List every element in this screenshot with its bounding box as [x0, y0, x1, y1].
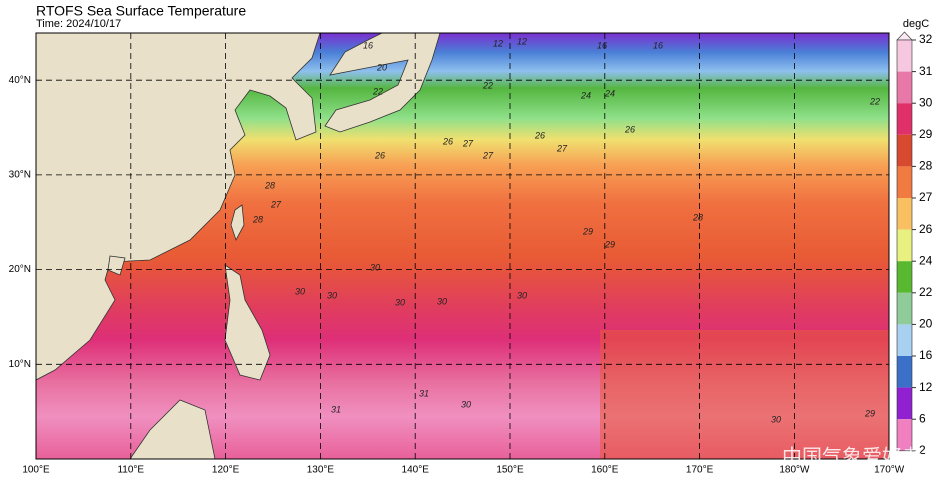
- lon-tick-label: 100°E: [22, 465, 50, 476]
- contour-label: 16: [653, 40, 663, 50]
- colorbar-segment: [897, 71, 912, 104]
- contour-label: 26: [374, 150, 385, 160]
- colorbar-tick-label: 27: [919, 190, 933, 204]
- contour-labels: 16 20 22 12 12 16 16 22 24 24 22 26 26 27 27 26 27 26 28 27…: [252, 36, 880, 424]
- contour-label: 29: [604, 239, 615, 249]
- colorbar-segment: [897, 166, 912, 198]
- contour-label: 12: [517, 36, 527, 46]
- colorbar-segment: [897, 134, 912, 167]
- watermark: 中国气象爱好者: [782, 445, 922, 468]
- colorbar-segment: [897, 356, 912, 388]
- contour-label: 29: [582, 226, 593, 236]
- contour-label: 29: [864, 408, 875, 418]
- colorbar-segment: [897, 324, 912, 356]
- lon-tick-label: 140°E: [402, 465, 430, 476]
- contour-label: 22: [869, 96, 880, 106]
- contour-label: 27: [270, 199, 282, 209]
- colorbar-segment: [897, 292, 912, 325]
- contour-label: 30: [370, 262, 380, 272]
- contour-label: 20: [376, 62, 387, 72]
- contour-label: 22: [372, 86, 383, 96]
- colorbar: 32 31 30 29 28 27 26 24 22 20 16 12 6 2: [896, 31, 933, 457]
- contour-label: 27: [462, 138, 474, 148]
- colorbar-tick-label: 31: [919, 64, 933, 78]
- colorbar-segment: [897, 261, 912, 293]
- colorbar-segment: [897, 40, 912, 72]
- colorbar-tick-label: 30: [919, 95, 933, 109]
- title: RTOFS Sea Surface Temperature: [36, 3, 246, 19]
- colorbar-cap: [896, 31, 913, 41]
- contour-label: 26: [624, 124, 635, 134]
- lon-tick-label: 180°W: [779, 465, 810, 476]
- time-label: Time: 2024/10/17: [36, 18, 121, 30]
- contour-label: 30: [771, 414, 781, 424]
- contour-label: 24: [604, 88, 615, 98]
- contour-label: 16: [363, 40, 373, 50]
- contour-label: 30: [395, 297, 405, 307]
- lon-tick-label: 110°E: [117, 465, 144, 476]
- colorbar-tick-label: 2: [919, 443, 926, 457]
- colorbar-segment: [897, 198, 912, 230]
- colorbar-tick-label: 32: [919, 32, 933, 46]
- lon-tick-label: 120°E: [212, 465, 240, 476]
- contour-label: 31: [419, 388, 429, 398]
- colorbar-segment: [897, 387, 912, 420]
- sst-field: [600, 330, 889, 459]
- contour-label: 26: [534, 130, 545, 140]
- lat-tick-label: 20°N: [9, 264, 31, 275]
- colorbar-segment: [897, 229, 912, 262]
- colorbar-frame: [896, 39, 913, 452]
- colorbar-tick-label: 24: [919, 253, 933, 267]
- contour-label: 30: [295, 286, 305, 296]
- contour-label: 27: [556, 143, 568, 153]
- colorbar-tick-label: 6: [919, 411, 926, 425]
- colorbar-unit: degC: [903, 18, 929, 30]
- contour-label: 30: [517, 290, 527, 300]
- lat-tick-label: 10°N: [9, 359, 31, 370]
- lon-tick-label: 130°E: [307, 465, 335, 476]
- map-frame: [35, 32, 890, 460]
- contour-label: 28: [692, 212, 703, 222]
- contour-label: 27: [482, 150, 494, 160]
- colorbar-segment: [897, 419, 912, 451]
- lat-tick-label: 30°N: [9, 170, 31, 181]
- colorbar-tick-label: 20: [919, 317, 933, 331]
- contour-label: 26: [442, 136, 453, 146]
- contour-label: 30: [437, 296, 447, 306]
- colorbar-tick-label: 26: [919, 222, 933, 236]
- lat-tick-label: 40°N: [9, 75, 31, 86]
- contour-label: 22: [482, 80, 493, 90]
- colorbar-tick-label: 16: [919, 348, 933, 362]
- colorbar-segment: [897, 103, 912, 135]
- colorbar-tick-label: 12: [919, 380, 933, 394]
- land: [36, 33, 441, 459]
- colorbar-tick-label: 22: [919, 285, 933, 299]
- lon-tick-label: 170°E: [686, 465, 714, 476]
- contour-label: 24: [580, 90, 591, 100]
- contour-label: 16: [597, 40, 607, 50]
- contour-label: 30: [327, 290, 337, 300]
- contour-label: 28: [252, 214, 263, 224]
- contour-label: 31: [331, 404, 341, 414]
- contour-label: 12: [493, 38, 503, 48]
- contour-label: 28: [264, 180, 275, 190]
- colorbar-tick-label: 29: [919, 127, 933, 141]
- lon-tick-label: 170°W: [874, 465, 905, 476]
- colorbar-tick-label: 28: [919, 159, 933, 173]
- grid: [36, 33, 889, 459]
- contour-label: 30: [461, 399, 471, 409]
- lon-tick-label: 150°E: [496, 465, 524, 476]
- map-area: 16 20 22 12 12 16 16 22 24 24 22 26 26 27 27 26 27 26 28 27…: [36, 33, 889, 459]
- lon-tick-label: 160°E: [591, 465, 619, 476]
